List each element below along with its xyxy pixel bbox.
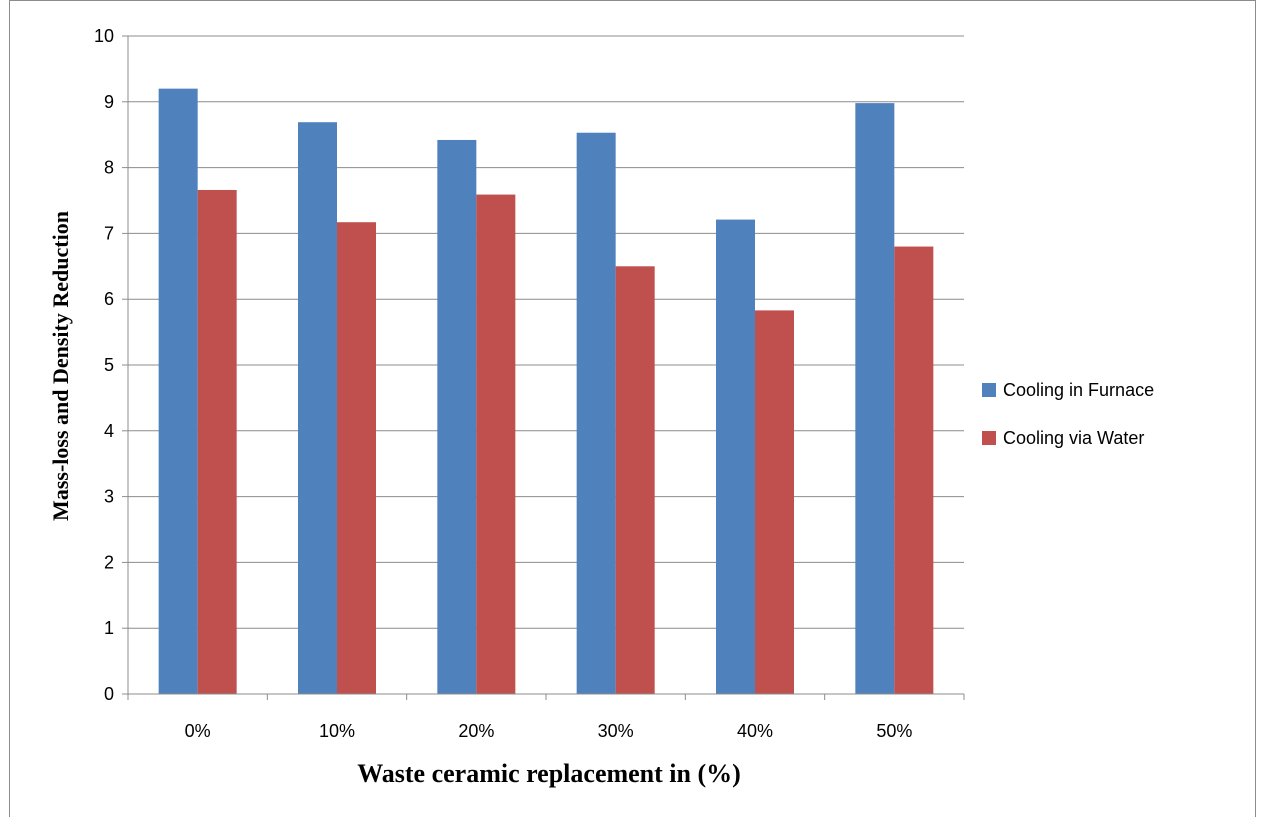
- y-tick-label: 2: [104, 552, 114, 572]
- y-tick-label: 10: [94, 26, 114, 46]
- bar-cooling-via-water: [615, 266, 655, 694]
- legend-label: Cooling in Furnace: [1003, 380, 1154, 400]
- bar-cooling-in-furnace: [576, 132, 616, 694]
- bar-cooling-via-water: [476, 194, 516, 694]
- y-tick-label: 3: [104, 487, 114, 507]
- bar-cooling-in-furnace: [855, 103, 895, 695]
- y-axis-title: Mass-loss and Density Reduction: [48, 211, 73, 521]
- bar-cooling-via-water: [337, 222, 376, 695]
- bar-cooling-in-furnace: [716, 219, 755, 694]
- legend-swatch: [982, 383, 996, 397]
- x-axis-title: Waste ceramic replacement in (%): [357, 759, 741, 788]
- legend-swatch: [982, 431, 996, 445]
- y-tick-label: 0: [104, 684, 114, 704]
- gridlines: [128, 35, 964, 629]
- y-tick-label: 5: [104, 355, 114, 375]
- bars: [158, 88, 934, 695]
- bar-cooling-via-water: [755, 310, 794, 694]
- bar-cooling-via-water: [894, 246, 934, 694]
- bar-cooling-in-furnace: [298, 122, 337, 694]
- chart-frame: [9, 0, 1256, 817]
- legend-label: Cooling via Water: [1003, 428, 1144, 448]
- bar-cooling-in-furnace: [437, 139, 477, 695]
- bar-cooling-in-furnace: [158, 88, 198, 694]
- x-axis-ticks: 0% 10% 20% 30% 40% 50%: [127, 694, 965, 741]
- y-tick-label: 8: [104, 158, 114, 178]
- legend: Cooling in Furnace Cooling via Water: [982, 380, 1154, 448]
- bar-cooling-via-water: [197, 189, 237, 695]
- x-tick-label: 30%: [598, 721, 634, 741]
- x-tick-label: 40%: [737, 721, 773, 741]
- y-tick-label: 9: [104, 92, 114, 112]
- x-tick-label: 0%: [185, 721, 211, 741]
- x-tick-label: 50%: [876, 721, 912, 741]
- y-tick-label: 4: [104, 421, 114, 441]
- y-tick-label: 1: [104, 618, 114, 638]
- y-tick-label: 6: [104, 289, 114, 309]
- x-tick-label: 10%: [319, 721, 355, 741]
- x-tick-label: 20%: [458, 721, 494, 741]
- y-tick-label: 7: [104, 223, 114, 243]
- y-axis-ticks: 0 1 2 3 4 5 6 7 8 9 10: [94, 26, 128, 704]
